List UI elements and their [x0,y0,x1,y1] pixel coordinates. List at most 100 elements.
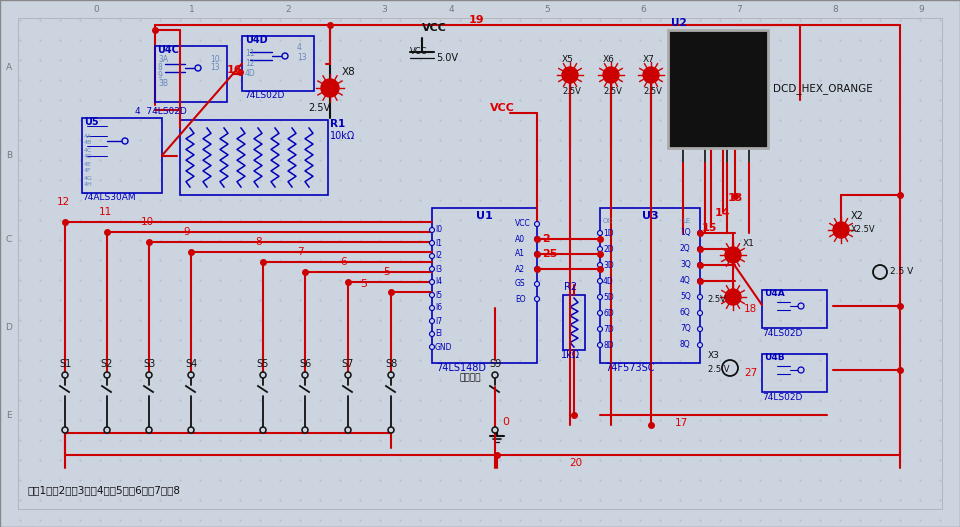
Circle shape [597,343,603,347]
Circle shape [597,278,603,284]
Text: 6D: 6D [603,308,613,317]
Text: 12: 12 [245,60,254,69]
Circle shape [833,222,849,238]
Circle shape [535,237,540,241]
Text: B: B [6,151,12,160]
Text: 16: 16 [227,65,243,75]
Bar [762,290,827,328]
Text: 74LS02D: 74LS02D [762,393,803,402]
Text: 4H: 4H [84,182,93,188]
Text: I7: I7 [435,317,443,326]
Text: DCD_HEX_ORANGE: DCD_HEX_ORANGE [773,84,873,94]
Circle shape [698,310,703,316]
Text: 4F: 4F [84,169,91,173]
Text: A1: A1 [515,249,525,259]
Circle shape [429,331,435,337]
Text: 15: 15 [702,223,717,233]
Circle shape [597,327,603,331]
Circle shape [725,289,741,305]
Text: 74LS02D: 74LS02D [244,92,284,101]
Text: 3Q: 3Q [680,260,691,269]
Text: 20: 20 [569,458,583,468]
Text: D: D [6,324,12,333]
Text: 4D: 4D [603,277,613,286]
Text: X2: X2 [851,211,864,221]
Text: U2: U2 [671,18,686,28]
Text: 27: 27 [744,368,757,378]
Text: 5.0V: 5.0V [436,53,458,63]
Text: 3B: 3B [158,80,168,89]
Text: 25: 25 [542,249,558,259]
Circle shape [429,292,435,298]
Circle shape [188,372,194,378]
Text: 2: 2 [542,234,550,244]
Text: C: C [6,236,12,245]
Circle shape [345,372,351,378]
Text: S3: S3 [143,359,156,369]
Text: 9: 9 [183,227,190,237]
Circle shape [429,228,435,232]
Text: 14: 14 [715,208,731,218]
Text: 18: 18 [744,304,757,314]
Text: S8: S8 [385,359,397,369]
Circle shape [195,65,201,71]
Circle shape [122,138,128,144]
Circle shape [643,67,659,83]
Text: 1D: 1D [603,229,613,238]
Text: U5: U5 [84,117,99,127]
Circle shape [429,253,435,259]
Circle shape [722,360,738,376]
Circle shape [62,372,68,378]
Text: 10kΩ: 10kΩ [330,131,355,141]
Text: 9: 9 [158,72,163,81]
Bar [155,46,227,102]
Bar [563,295,585,350]
Text: U1: U1 [476,211,492,221]
Text: 1Q: 1Q [680,229,690,238]
Text: 4B: 4B [84,141,92,145]
Circle shape [873,265,887,279]
Text: U4A: U4A [764,289,784,298]
Circle shape [429,306,435,310]
Text: 4A: 4A [84,133,92,139]
Text: GND: GND [435,343,452,352]
Circle shape [597,230,603,236]
Text: 13: 13 [210,63,220,73]
Text: 8Q: 8Q [680,340,690,349]
Text: 7Q: 7Q [680,325,691,334]
Text: 6: 6 [340,257,347,267]
Bar [242,36,314,91]
Circle shape [321,79,339,97]
Text: X1: X1 [743,239,755,248]
Text: 8: 8 [832,5,838,14]
Text: S7: S7 [342,359,354,369]
Text: 4C: 4C [84,148,92,152]
Text: 4D: 4D [245,70,255,79]
Circle shape [188,427,194,433]
Bar [432,208,537,363]
Text: 5: 5 [544,5,550,14]
Bar [600,208,700,363]
Circle shape [282,53,288,59]
Text: 13: 13 [297,54,306,63]
Text: S9: S9 [489,359,501,369]
Circle shape [535,297,540,301]
Text: 键＝1键＝2键＝3键＝4键＝5键＝6键＝7键＝8: 键＝1键＝2键＝3键＝4键＝5键＝6键＝7键＝8 [28,485,181,495]
Text: 74F573SC: 74F573SC [605,363,655,373]
Text: I3: I3 [435,265,443,274]
Text: 0: 0 [502,417,509,427]
Text: 2.5V: 2.5V [562,87,581,96]
Bar [762,354,827,392]
Text: 4G: 4G [84,175,93,181]
Text: 2.5V: 2.5V [643,87,661,96]
Circle shape [603,67,619,83]
Text: 5Q: 5Q [680,292,691,301]
Circle shape [798,367,804,373]
Text: GS: GS [515,279,526,288]
Text: 2.5V: 2.5V [707,295,726,304]
Text: U4B: U4B [764,354,784,363]
Text: EO: EO [515,295,526,304]
Text: 2: 2 [285,5,291,14]
Text: 6: 6 [640,5,646,14]
Text: 6Q: 6Q [680,308,691,317]
